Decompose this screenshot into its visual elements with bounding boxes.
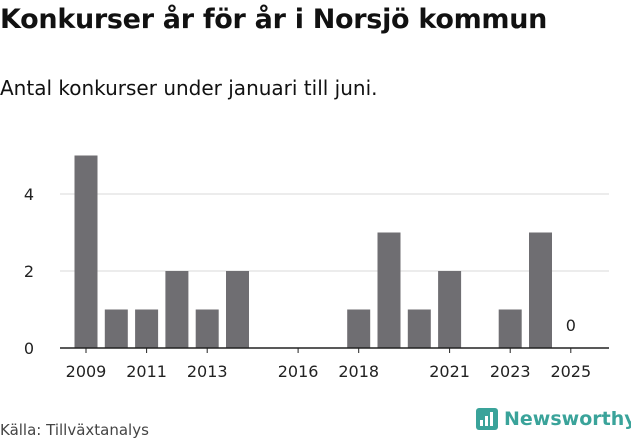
- x-tick-label: 2021: [429, 362, 470, 381]
- bar-chart: 0 2 4 2009 2011 2013 2016 2018 2021 2023 2025 0: [24, 155, 609, 381]
- chart-subtitle: Antal konkurser under januari till juni.: [0, 76, 378, 100]
- bar: [438, 271, 462, 348]
- bar: [347, 309, 371, 348]
- bar: [165, 271, 189, 348]
- x-tick-label: 2025: [550, 362, 591, 381]
- bar: [498, 309, 522, 348]
- bar: [529, 232, 552, 348]
- bar: [407, 309, 431, 348]
- x-tick-label: 2018: [338, 362, 379, 381]
- brand-logo: Newsworthy: [476, 408, 631, 430]
- y-tick-label: 2: [24, 262, 34, 281]
- y-tick-label: 0: [24, 339, 34, 358]
- chart-title: Konkurser år för år i Norsjö kommun: [0, 4, 548, 35]
- source-label: Källa: Tillväxtanalys: [0, 421, 149, 439]
- x-tick-label: 2011: [126, 362, 167, 381]
- x-tick-label: 2023: [490, 362, 531, 381]
- newsworthy-logo-icon: [476, 408, 498, 430]
- brand-name: Newsworthy: [504, 408, 631, 430]
- bar: [226, 271, 249, 348]
- data-label: 0: [566, 316, 576, 335]
- bar: [135, 309, 159, 348]
- bar: [377, 232, 401, 348]
- x-tick-label: 2013: [187, 362, 228, 381]
- y-tick-label: 4: [24, 185, 34, 204]
- x-tick-label: 2016: [278, 362, 319, 381]
- x-tick-label: 2009: [66, 362, 107, 381]
- bar: [74, 155, 98, 348]
- bar: [104, 309, 128, 348]
- bar: [195, 309, 219, 348]
